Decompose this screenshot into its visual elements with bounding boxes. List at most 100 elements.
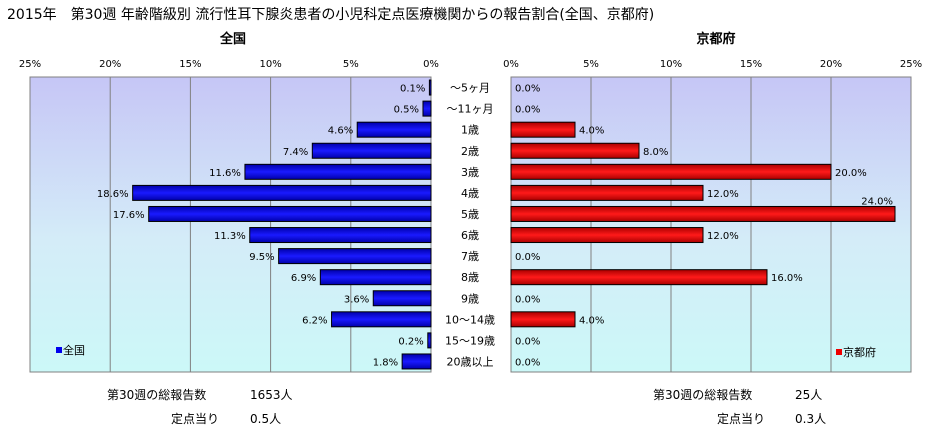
kyoto-panel: 京都府 0% 5% 10% 15% 20% 25% 0.0% 0.0% 4.0% 8.0% 20.… (503, 31, 922, 373)
national-data-label: 18.6% (97, 189, 129, 200)
kyoto-gridlines (590, 77, 832, 372)
national-bar (428, 79, 432, 96)
age-category-label: 3歳 (461, 166, 479, 179)
kyoto-data-label: 4.0% (579, 126, 604, 137)
age-category-label: 4歳 (461, 187, 479, 200)
kyoto-bar (510, 227, 704, 244)
kyoto-total-label: 第30週の総報告数 (653, 387, 752, 402)
age-category-label: 15～19歳 (445, 334, 495, 347)
kyoto-bars (510, 121, 896, 328)
kyoto-axis-ticks: 0% 5% 10% 15% 20% 25% (503, 59, 922, 70)
kyoto-tick-label: 5% (583, 59, 599, 70)
national-data-label: 0.1% (400, 84, 425, 95)
national-data-label: 1.8% (373, 357, 398, 368)
age-category-label: 20歳以上 (447, 355, 494, 368)
national-tick-label: 20% (99, 59, 121, 70)
national-legend: 全国 (56, 343, 85, 357)
kyoto-tick-label: 15% (740, 59, 762, 70)
national-data-label: 7.4% (283, 147, 308, 158)
national-tick-label: 10% (259, 59, 281, 70)
national-bars (132, 79, 432, 370)
kyoto-data-labels: 0.0% 0.0% 4.0% 8.0% 20.0% 12.0% 24.0% 12.0% 0.0%… (515, 84, 893, 369)
national-data-label: 0.5% (394, 105, 419, 116)
kyoto-bar (510, 142, 640, 159)
national-bar (331, 311, 432, 328)
age-category-label: 9歳 (461, 292, 479, 305)
age-category-label: 2歳 (461, 145, 479, 158)
kyoto-tick-label: 10% (660, 59, 682, 70)
kyoto-data-label: 0.0% (515, 105, 540, 116)
national-data-label: 4.6% (328, 126, 353, 137)
kyoto-bar (510, 311, 576, 328)
national-plot-area (29, 76, 432, 373)
kyoto-per-site-value: 0.3人 (795, 412, 826, 426)
national-panel: 全国 25% 20% 15% 10% 5% 0% 0.1% 0.5% 4.6% 7.4% 11.6… (19, 31, 439, 373)
kyoto-data-label: 12.0% (707, 231, 739, 242)
national-bar (372, 290, 432, 307)
kyoto-tick-label: 0% (503, 59, 519, 70)
age-category-label: 6歳 (461, 229, 479, 242)
kyoto-data-label: 12.0% (707, 189, 739, 200)
national-data-label: 0.2% (398, 336, 423, 347)
age-category-label: 5歳 (461, 208, 479, 221)
national-data-label: 11.3% (214, 231, 246, 242)
age-category-label: ～11ヶ月 (447, 103, 494, 116)
kyoto-data-label: 0.0% (515, 294, 540, 305)
kyoto-per-site-label: 定点当り (717, 411, 765, 426)
kyoto-data-label: 0.0% (515, 84, 540, 95)
national-data-label: 11.6% (209, 168, 241, 179)
kyoto-bar (510, 205, 896, 222)
national-footer: 第30週の総報告数 1653人 定点当り 0.5人 (107, 387, 293, 426)
kyoto-data-label: 0.0% (515, 252, 540, 263)
kyoto-legend-label: 京都府 (843, 345, 876, 359)
national-panel-title: 全国 (219, 31, 246, 47)
kyoto-data-label: 8.0% (643, 147, 668, 158)
national-tick-label: 25% (19, 59, 41, 70)
age-category-label: 10～14歳 (445, 313, 495, 326)
age-category-label: 1歳 (461, 124, 479, 137)
national-bar (401, 353, 432, 370)
national-bar (422, 100, 432, 117)
age-category-label: 7歳 (461, 250, 479, 263)
national-data-label: 17.6% (113, 210, 145, 221)
kyoto-data-label: 0.0% (515, 336, 540, 347)
kyoto-bar (510, 163, 832, 180)
kyoto-bar (510, 121, 576, 138)
national-bar (319, 269, 432, 286)
kyoto-panel-title: 京都府 (696, 31, 735, 47)
national-data-label: 3.6% (344, 294, 369, 305)
kyoto-total-value: 25人 (795, 388, 822, 402)
national-total-value: 1653人 (250, 388, 293, 402)
national-bar (148, 205, 432, 222)
national-bar (244, 163, 432, 180)
national-total-label: 第30週の総報告数 (107, 387, 206, 402)
kyoto-data-label: 4.0% (579, 315, 604, 326)
national-data-label: 9.5% (249, 252, 274, 263)
national-legend-label: 全国 (63, 343, 85, 357)
kyoto-legend: 京都府 (836, 345, 876, 359)
kyoto-footer: 第30週の総報告数 25人 定点当り 0.3人 (653, 387, 826, 426)
kyoto-data-label: 0.0% (515, 357, 540, 368)
national-bar (132, 184, 432, 201)
national-data-labels: 0.1% 0.5% 4.6% 7.4% 11.6% 18.6% 17.6% 11.3%9.5%… (97, 84, 426, 369)
age-category-labels: ～5ヶ月 ～11ヶ月 1歳 2歳 3歳 4歳 5歳 6歳 7歳 8歳 9歳 10～14歳 15～19歳 2… (445, 82, 495, 369)
kyoto-data-label: 16.0% (771, 273, 803, 284)
kyoto-tick-label: 20% (820, 59, 842, 70)
chart-title: 2015年 第30週 年齢階級別 流行性耳下腺炎患者の小児科定点医療機関からの報… (7, 6, 654, 23)
age-category-label: 8歳 (461, 271, 479, 284)
kyoto-data-label: 24.0% (861, 196, 893, 207)
kyoto-data-label: 20.0% (835, 168, 867, 179)
kyoto-tick-label: 25% (900, 59, 922, 70)
national-axis-ticks: 25% 20% 15% 10% 5% 0% (19, 59, 439, 70)
national-per-site-label: 定点当り (171, 411, 219, 426)
kyoto-bar (510, 269, 768, 286)
age-category-label: ～5ヶ月 (450, 82, 490, 95)
national-bar (427, 332, 432, 349)
national-bar (278, 248, 432, 265)
kyoto-legend-swatch (836, 349, 842, 355)
national-data-label: 6.2% (302, 315, 327, 326)
national-tick-label: 0% (423, 59, 439, 70)
national-bar (356, 121, 432, 138)
national-bar (249, 227, 432, 244)
kyoto-bar (510, 184, 704, 201)
